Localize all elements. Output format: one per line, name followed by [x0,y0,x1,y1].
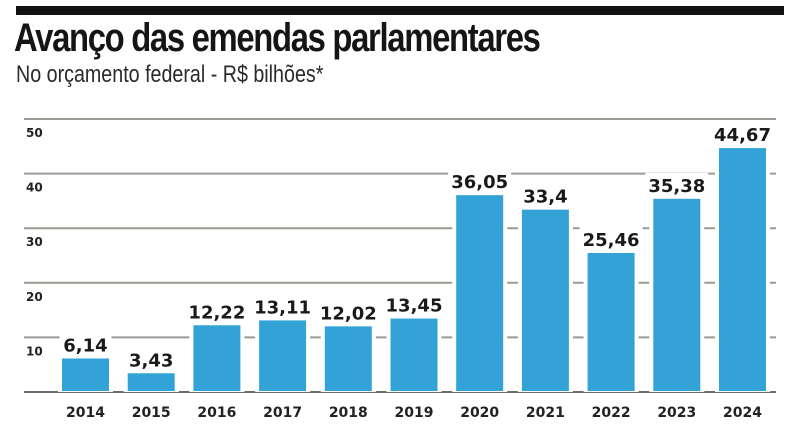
top-rule [16,6,784,15]
data-label: 12,02 [320,303,377,324]
x-axis-ticks: 2014 2015 2016 2017 2018 2019 2020 2021 2022 2023… [66,405,762,421]
x-tick-label: 2016 [197,405,236,421]
bar-2016 [193,325,241,391]
data-label-halo [711,122,774,147]
bar-2024 [719,148,766,391]
bar-2015 [127,373,175,391]
x-tick-label: 2015 [132,405,171,421]
x-tick-label: 2023 [657,405,696,421]
data-label-halo [579,226,643,251]
data-label-halo [125,347,178,372]
data-labels: 6,14 3,43 12,22 13,11 12,02 13,45 36,05 33,4 25,… [63,125,771,371]
data-label-halo [519,183,572,208]
data-label: 13,45 [386,296,443,317]
data-label: 35,38 [648,176,705,197]
bar-2022 [587,252,635,391]
bars [62,148,766,391]
data-label: 44,67 [714,125,771,146]
bar-2023 [653,198,701,391]
data-label-halo [59,332,112,357]
y-axis-ticks: 10 20 30 40 50 [26,126,43,358]
chart-subtitle: No orçamento federal - R$ bilhões* [16,61,324,88]
data-label: 13,11 [254,297,311,318]
x-tick-label: 2022 [592,405,631,421]
data-label-halo [645,172,709,197]
x-tick-label: 2018 [329,405,368,421]
data-label: 3,43 [129,350,173,371]
chart-title: Avanço das emendas parlamentares [14,16,541,60]
y-tick-label: 20 [26,290,43,304]
data-label-halo [251,294,315,319]
data-label-halo [382,292,446,317]
data-label-halo [316,300,380,325]
data-label-halo [185,299,249,324]
x-tick-label: 2024 [723,405,762,421]
data-label: 12,22 [188,302,245,323]
data-label: 36,05 [451,172,508,193]
bar-2021 [521,209,569,391]
x-tick-label: 2019 [395,405,434,421]
y-tick-label: 40 [26,181,43,195]
bar-2019 [390,318,438,391]
data-label: 25,46 [583,230,640,251]
y-tick-label: 30 [26,235,43,249]
bar-2018 [324,326,372,391]
x-tick-label: 2021 [526,405,565,421]
x-tick-label: 2017 [263,405,302,421]
bar-2017 [259,320,307,391]
x-tick-label: 2020 [460,405,499,421]
data-label: 33,4 [523,187,567,208]
data-label-halo [448,169,512,194]
bar-2020 [456,195,504,391]
bar-2014 [62,358,109,391]
y-tick-label: 50 [26,126,43,140]
data-label: 6,14 [63,335,107,356]
x-tick-label: 2014 [66,405,105,421]
y-tick-label: 10 [26,344,43,358]
